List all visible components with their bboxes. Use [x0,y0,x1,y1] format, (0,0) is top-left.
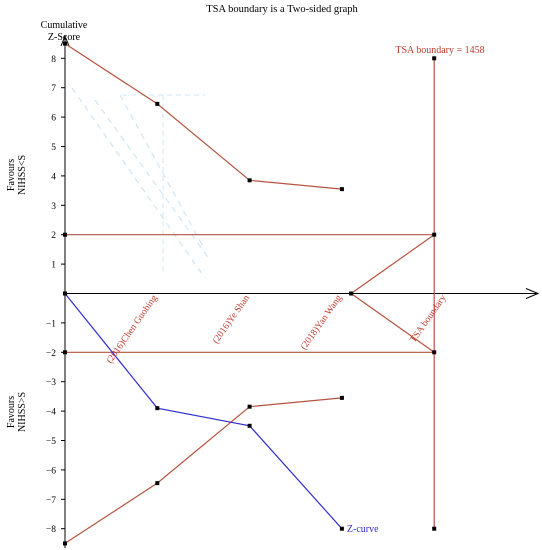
favours-bottom-label: Favours NIHSS>S [6,392,28,432]
watermark-layer [71,87,211,279]
futility-origin-point [349,291,354,296]
y-tick-label: −6 [46,466,56,476]
labels-layer: (2016)Chen Guobing (2016)Ye Shan (2018)Yan… [104,293,449,535]
y-tick-label: −1 [46,319,56,329]
y-tick-label: 4 [51,172,56,182]
lower-boundary-point [155,481,160,486]
tsa-boundary-label: TSA boundary = 1458 [395,45,484,56]
chart-title: TSA boundary is a Two-sided graph [206,4,358,15]
z-curve-point [339,526,344,531]
tsa-boundary-point [432,56,437,61]
y-tick-label: 8 [51,55,56,65]
favours-top-line1: Favours [6,159,17,191]
axes-layer: 8 7 6 5 4 3 2 1 −1 −2 −3 −4 −5 −6 −7 −8 [46,34,540,548]
upper-boundary-point [63,41,67,46]
lower-boundary-point [247,404,252,409]
futility-boundary-lower [350,293,435,353]
favours-bottom-line2: NIHSS>S [17,392,28,432]
y-tick-label: 3 [51,202,56,212]
y-tick-label: 7 [51,84,56,94]
y-tick-label: −7 [46,496,56,506]
y-tick-label: 1 [51,261,56,271]
z-curve-point [63,291,67,296]
x-category-label: (2018)Yan Wang [298,293,344,352]
lower-boundary-point [339,395,344,400]
upper-monitoring-boundary [64,43,342,190]
y-tick-label: −3 [46,378,56,388]
y-tick-label: 6 [51,114,56,124]
y-tick-label: 5 [51,143,56,153]
x-category-label: (2016)Chen Guobing [104,293,160,366]
conventional-boundary-point [63,350,67,355]
y-axis-label-line1: Cumulative [41,20,88,31]
favours-bottom-line1: Favours [6,396,17,428]
watermark-stroke [94,99,211,261]
tsa-boundary-point [432,350,437,355]
watermark-stroke [71,87,206,279]
favours-top-line2: NIHSS<S [17,155,28,195]
points-layer [63,41,437,546]
upper-boundary-point [247,178,252,183]
z-curve-point [247,423,252,428]
y-tick-label: −2 [46,349,56,359]
x-category-label: TSA boundary [409,293,449,345]
y-axis-arrow [60,34,70,47]
x-category-label: (2016)Ye Shan [210,293,252,346]
lines-layer [64,43,435,544]
conventional-boundary-point [63,232,67,237]
y-tick-label: 2 [51,231,56,241]
x-axis-arrow [525,288,540,299]
y-tick-label: −8 [46,525,56,535]
tsa-boundary-point [432,526,437,531]
favours-top-label: Favours NIHSS<S [6,155,28,195]
upper-boundary-point [155,101,160,106]
z-curve-line [64,293,343,530]
z-curve-point [155,406,160,411]
futility-boundary-upper [350,234,435,294]
watermark-stroke [119,94,206,251]
tsa-boundary-point [432,232,437,237]
y-tick-label: −5 [46,437,56,447]
lower-monitoring-boundary [64,397,342,544]
y-tick-label: −4 [46,408,56,418]
lower-boundary-point [63,541,67,546]
upper-boundary-point [339,187,344,192]
z-curve-label: Z-curve [347,524,379,535]
